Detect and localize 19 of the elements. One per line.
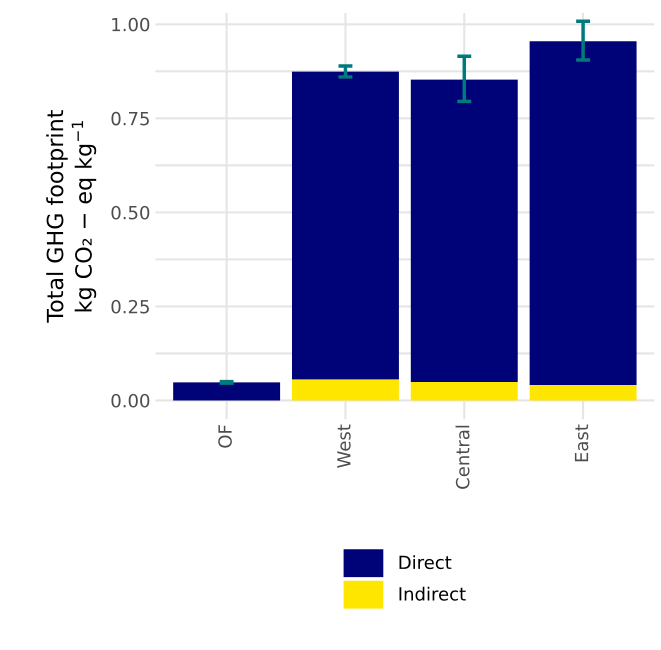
bar — [173, 382, 280, 400]
y-tick-label: 1.00 — [112, 18, 150, 32]
x-tick-label: East — [574, 424, 588, 462]
x-tick-label: West — [337, 424, 351, 468]
y-tick-label: 0.00 — [111, 394, 150, 408]
bar — [410, 382, 518, 400]
legend-label: Indirect — [400, 586, 466, 601]
x-tick-label: Central — [456, 426, 470, 489]
bar — [292, 379, 399, 400]
y-axis-title: Total GHG footprint kg CO₂ − eq kg$^{−1}$ — [46, 110, 96, 323]
bar — [530, 41, 637, 386]
bar — [410, 80, 518, 382]
y-tick-label: 0.50 — [111, 206, 150, 220]
y-tick-label: 0.75 — [111, 112, 149, 126]
legend-label: Direct — [400, 555, 452, 570]
x-tick-label: OF — [218, 425, 232, 448]
bar — [530, 385, 637, 400]
bar — [292, 72, 399, 380]
y-tick-label: 0.25 — [111, 300, 149, 314]
